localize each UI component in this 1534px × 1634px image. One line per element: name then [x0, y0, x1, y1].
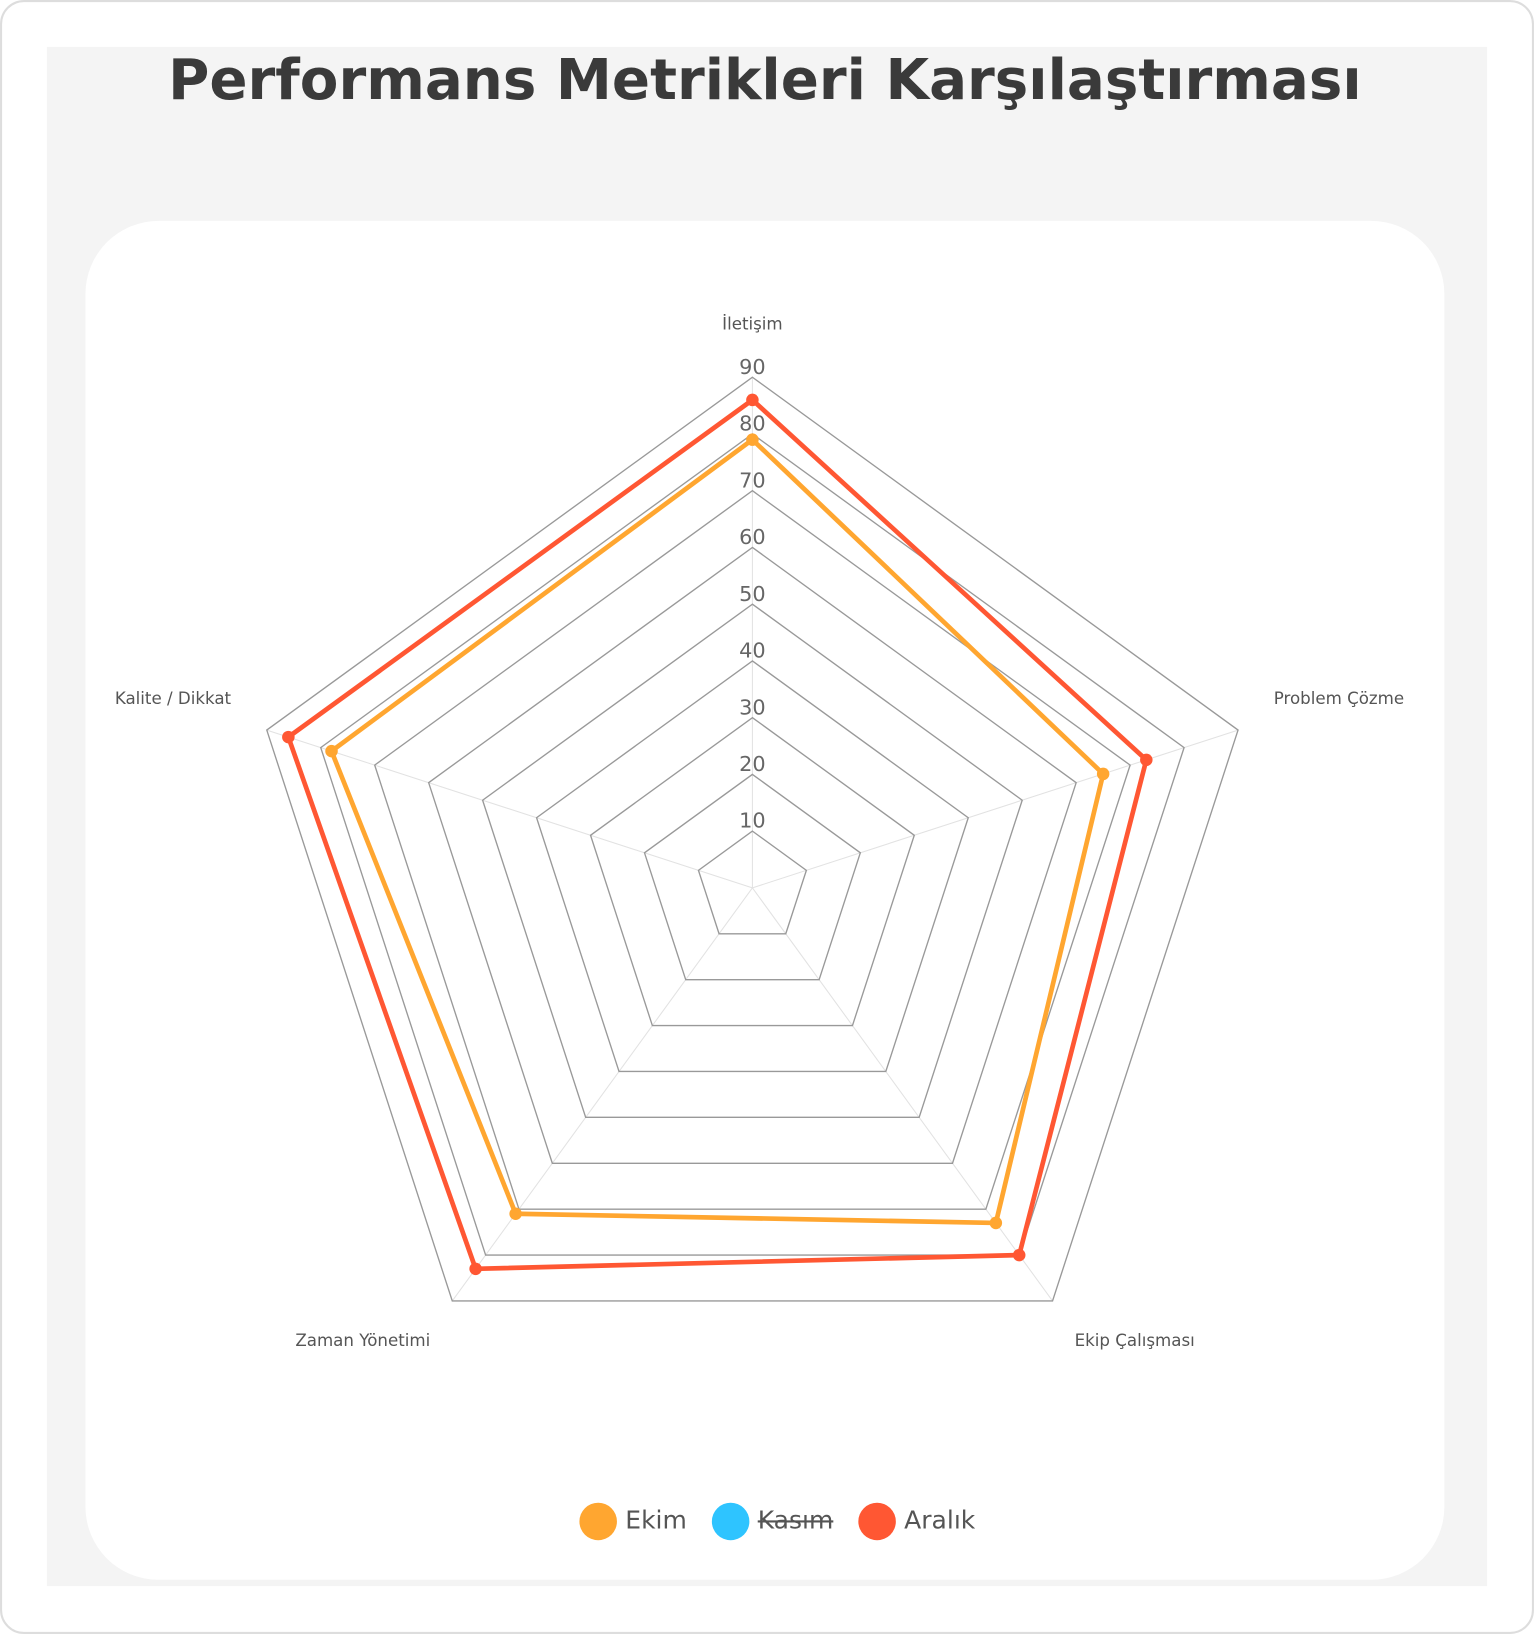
category-label: Problem Çözme	[1274, 689, 1404, 708]
r-tick-label: 60	[739, 525, 766, 549]
r-tick-label: 50	[739, 582, 766, 606]
data-point	[282, 730, 295, 744]
r-tick-label: 70	[739, 468, 766, 492]
r-tick-label: 40	[739, 639, 766, 663]
r-tick-label: 10	[739, 809, 766, 833]
grid-ring	[481, 603, 1024, 1119]
data-point	[1140, 753, 1153, 767]
data-point	[509, 1207, 522, 1221]
category-label: Kalite / Dikkat	[115, 689, 232, 708]
data-point	[1096, 767, 1110, 781]
legend-item[interactable]: Aralık	[858, 1502, 976, 1541]
legend-swatch	[711, 1502, 750, 1541]
legend-swatch	[858, 1502, 896, 1541]
grid-ring	[373, 489, 1131, 1210]
grid-ring	[697, 830, 808, 935]
r-tick-label: 30	[739, 695, 766, 719]
data-point	[325, 744, 338, 758]
legend-item[interactable]: Ekim	[579, 1502, 687, 1541]
spoke	[752, 729, 1239, 889]
grid-ring	[589, 716, 916, 1027]
grid-ring	[319, 433, 1185, 1256]
legend-swatch	[579, 1502, 617, 1541]
series-line	[329, 437, 1106, 1226]
data-point	[746, 393, 759, 407]
grid-ring	[643, 773, 862, 981]
r-tick-label: 80	[739, 412, 766, 436]
legend-label: Aralık	[904, 1505, 976, 1534]
grid-ring	[265, 376, 1239, 1302]
category-label: Ekip Çalışması	[1075, 1331, 1195, 1350]
r-tick-label: 90	[739, 355, 766, 379]
r-tick-label: 20	[739, 752, 766, 776]
data-point	[1012, 1248, 1026, 1262]
grid-ring	[427, 546, 1077, 1164]
grid-ring	[535, 660, 970, 1073]
chart-card	[85, 220, 1445, 1580]
category-label: Zaman Yönetimi	[295, 1331, 430, 1350]
data-point	[469, 1262, 482, 1276]
data-point	[746, 433, 759, 446]
legend-label: Kasım	[758, 1505, 834, 1534]
category-label: İletişim	[722, 315, 782, 334]
spoke	[451, 887, 753, 1302]
legend-label: Ekim	[625, 1505, 687, 1534]
legend-item[interactable]: Kasım	[711, 1502, 834, 1541]
series-line	[286, 397, 1149, 1272]
data-point	[989, 1216, 1003, 1230]
spoke	[751, 887, 1053, 1302]
chart-title: Performans Metrikleri Karşılaştırması	[168, 48, 1361, 113]
spoke	[266, 729, 753, 889]
